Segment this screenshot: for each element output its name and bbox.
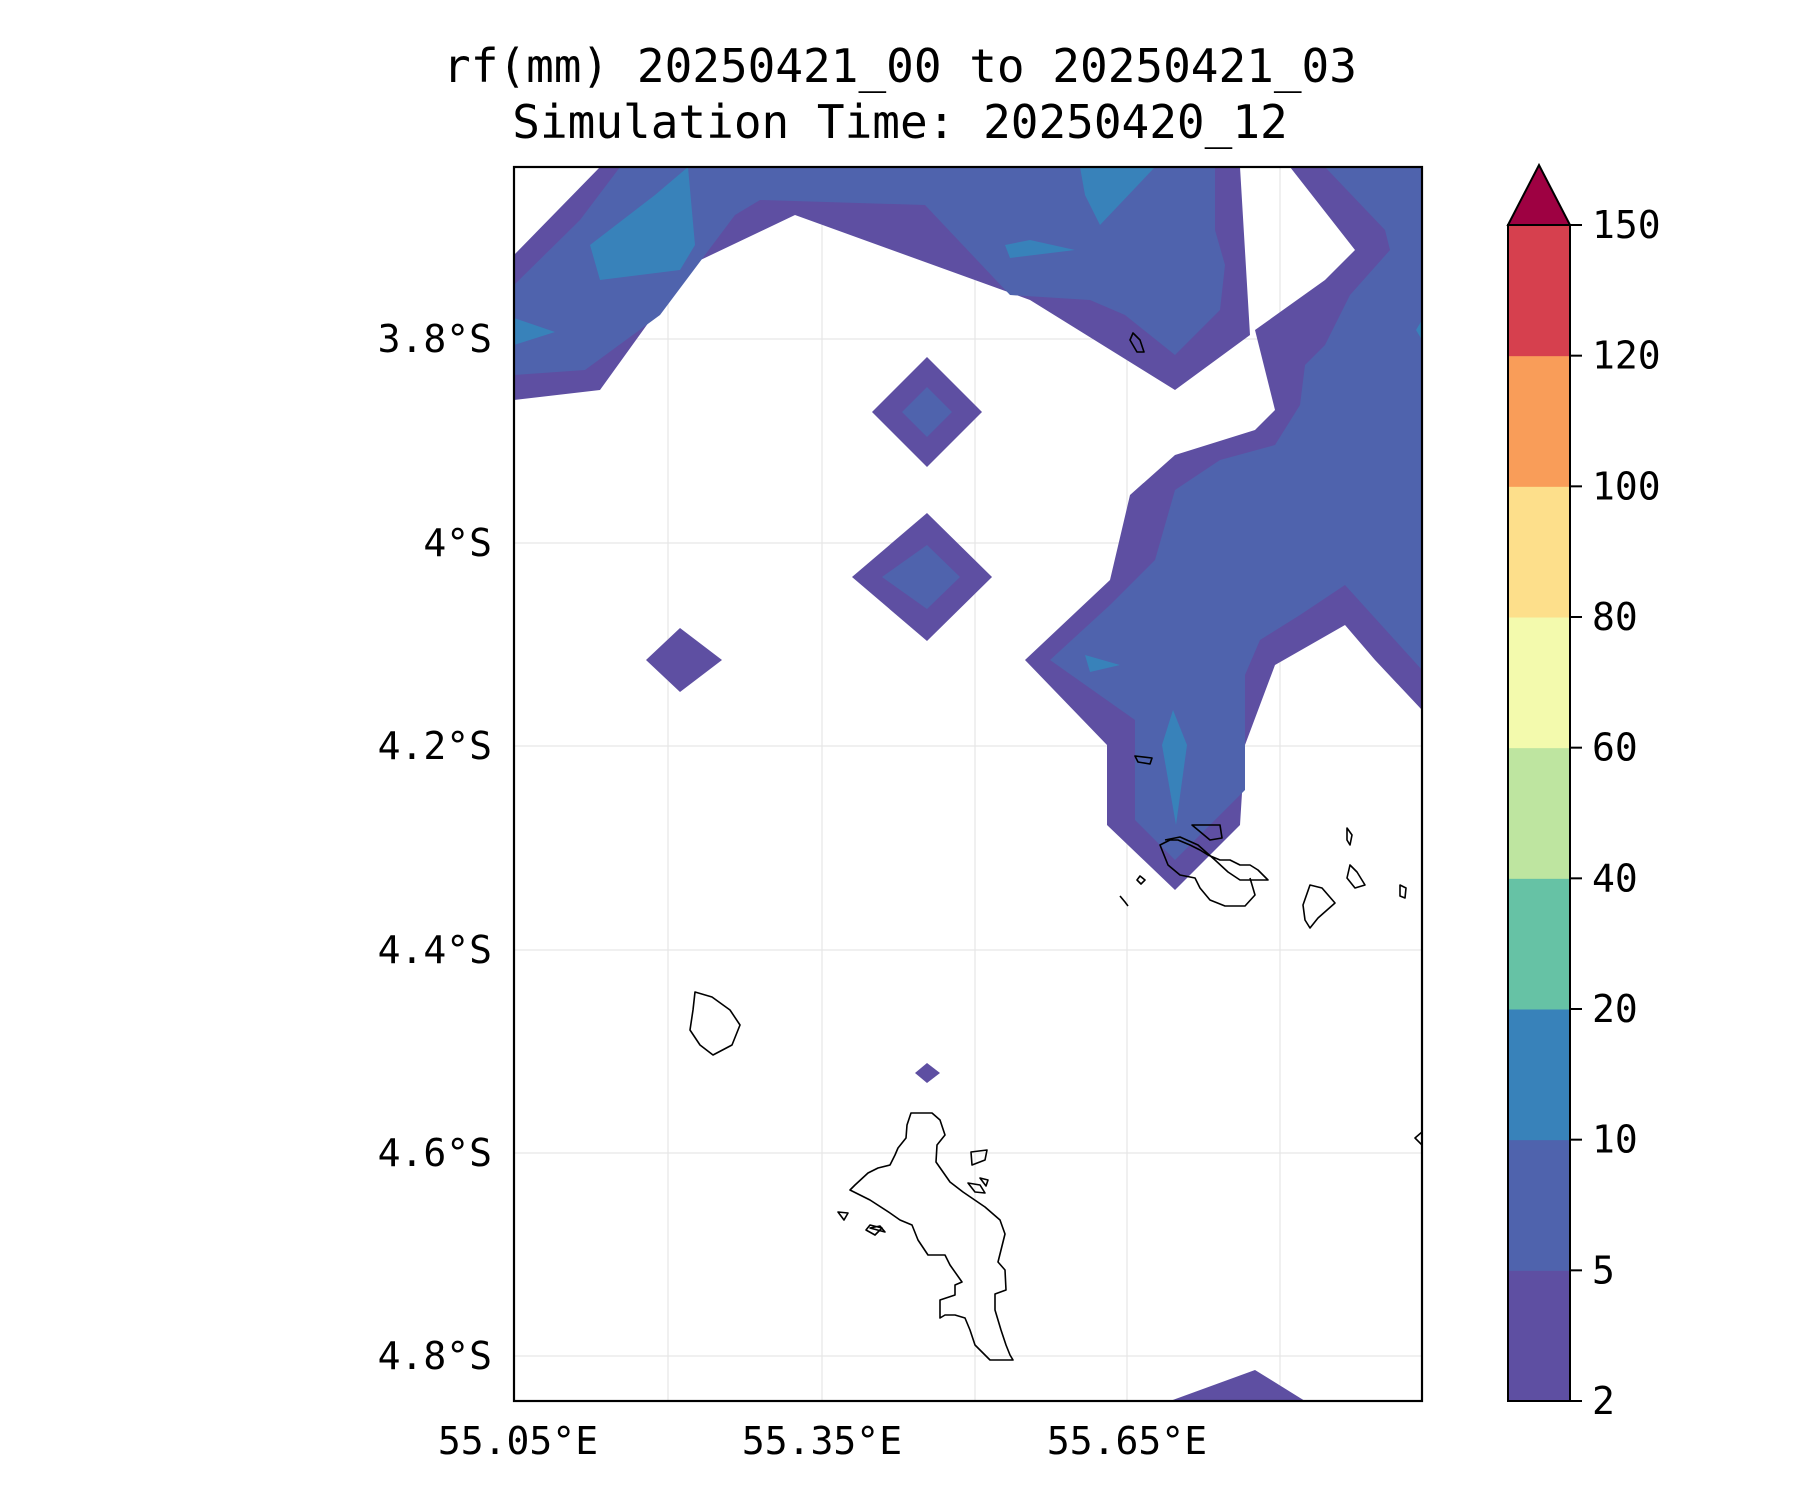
colorbar-tick-label: 5 (1592, 1248, 1615, 1292)
lat-tick-label: 4.6°S (378, 1131, 492, 1175)
coastline-islet (1129, 332, 1145, 353)
lat-tick-label: 3.8°S (378, 317, 492, 361)
coastline-mahe-island (849, 1112, 1014, 1361)
coastline-islet (967, 1182, 986, 1194)
coastline-islet (1134, 755, 1153, 765)
colorbar-tick-label: 60 (1592, 726, 1638, 770)
colorbar-segment (1508, 878, 1570, 1010)
coastline-islet (1399, 884, 1407, 899)
rainfall-cell-5 (902, 387, 952, 437)
lat-tick-label: 4.4°S (378, 928, 492, 972)
coastlines (689, 332, 1422, 1361)
colorbar-segment (1508, 617, 1570, 749)
lon-tick-label: 55.35°E (742, 1419, 902, 1463)
lon-tick-label: 55.65°E (1047, 1419, 1207, 1463)
colorbar-extend-arrow (1506, 162, 1572, 226)
rainfall-area-10 (1085, 655, 1120, 672)
rainfall-cell-5 (882, 545, 960, 609)
colorbar-tick-label: 40 (1592, 856, 1638, 900)
rainfall-area-10 (1005, 240, 1075, 258)
colorbar-segment (1508, 1270, 1570, 1402)
lat-tick-label: 4.2°S (378, 724, 492, 768)
coastline-islet (837, 1211, 849, 1221)
coastline-island (1191, 824, 1223, 841)
rainfall-contours-10-20 (514, 167, 1422, 825)
coastline-islet (1119, 895, 1129, 907)
colorbar-tick-label: 150 (1592, 203, 1661, 247)
map-panel (514, 167, 1422, 1401)
coastline-islet (869, 1225, 886, 1233)
rainfall-area-10 (590, 167, 695, 280)
rainfall-area-10 (514, 318, 555, 345)
rainfall-area-10 (1162, 710, 1187, 825)
colorbar-tick-label: 120 (1592, 334, 1661, 378)
colorbar-tick-label: 80 (1592, 595, 1638, 639)
colorbar: 2 5 10 20 40 60 80 100 120 150 (1506, 162, 1661, 1423)
colorbar-tick-label: 100 (1592, 464, 1661, 508)
rainfall-area-south (1170, 1370, 1305, 1401)
colorbar-segment (1508, 1139, 1570, 1271)
lon-tick-label: 55.05°E (438, 1419, 598, 1463)
colorbar-tick-label: 2 (1592, 1379, 1615, 1423)
colorbar-segment (1508, 747, 1570, 879)
colorbar-segment (1508, 1009, 1570, 1141)
coastline-islet (970, 1149, 988, 1166)
rainfall-area-east-5 (1050, 167, 1422, 860)
coastline-islet (1346, 864, 1366, 889)
coastline-island (689, 991, 741, 1056)
coastline-islet (1346, 827, 1353, 846)
colorbar-segment (1508, 355, 1570, 487)
rainfall-cell (646, 628, 722, 692)
latitude-tick-labels: 3.8°S 4°S 4.2°S 4.4°S 4.6°S 4.8°S (378, 317, 492, 1378)
coastline-islet (1414, 1131, 1422, 1146)
map-title-line-2: Simulation Time: 20250420_12 (512, 95, 1288, 149)
map-title-line-1: rf(mm) 20250421_00 to 20250421_03 (443, 39, 1357, 93)
coastline-la-digue-island (1302, 884, 1336, 929)
colorbar-segment (1508, 225, 1570, 357)
colorbar-ticks: 2 5 10 20 40 60 80 100 120 150 (1570, 203, 1661, 1423)
coastline-islet (979, 1177, 989, 1187)
map-frame (512, 165, 1424, 1403)
lat-tick-label: 4.8°S (378, 1334, 492, 1378)
rainfall-area-10 (1080, 167, 1155, 225)
colorbar-segments (1508, 225, 1570, 1402)
colorbar-tick-label: 10 (1592, 1118, 1638, 1162)
rainfall-area-10 (1416, 320, 1422, 340)
colorbar-segment (1508, 486, 1570, 618)
coastline-praslin-island (1159, 836, 1269, 907)
lat-tick-label: 4°S (423, 521, 492, 565)
rainfall-cell (915, 1063, 940, 1083)
colorbar-frame (1507, 224, 1571, 1402)
coastline-islet (1136, 875, 1146, 885)
longitude-tick-labels: 55.05°E 55.35°E 55.65°E (438, 1419, 1207, 1463)
colorbar-tick-label: 20 (1592, 987, 1638, 1031)
